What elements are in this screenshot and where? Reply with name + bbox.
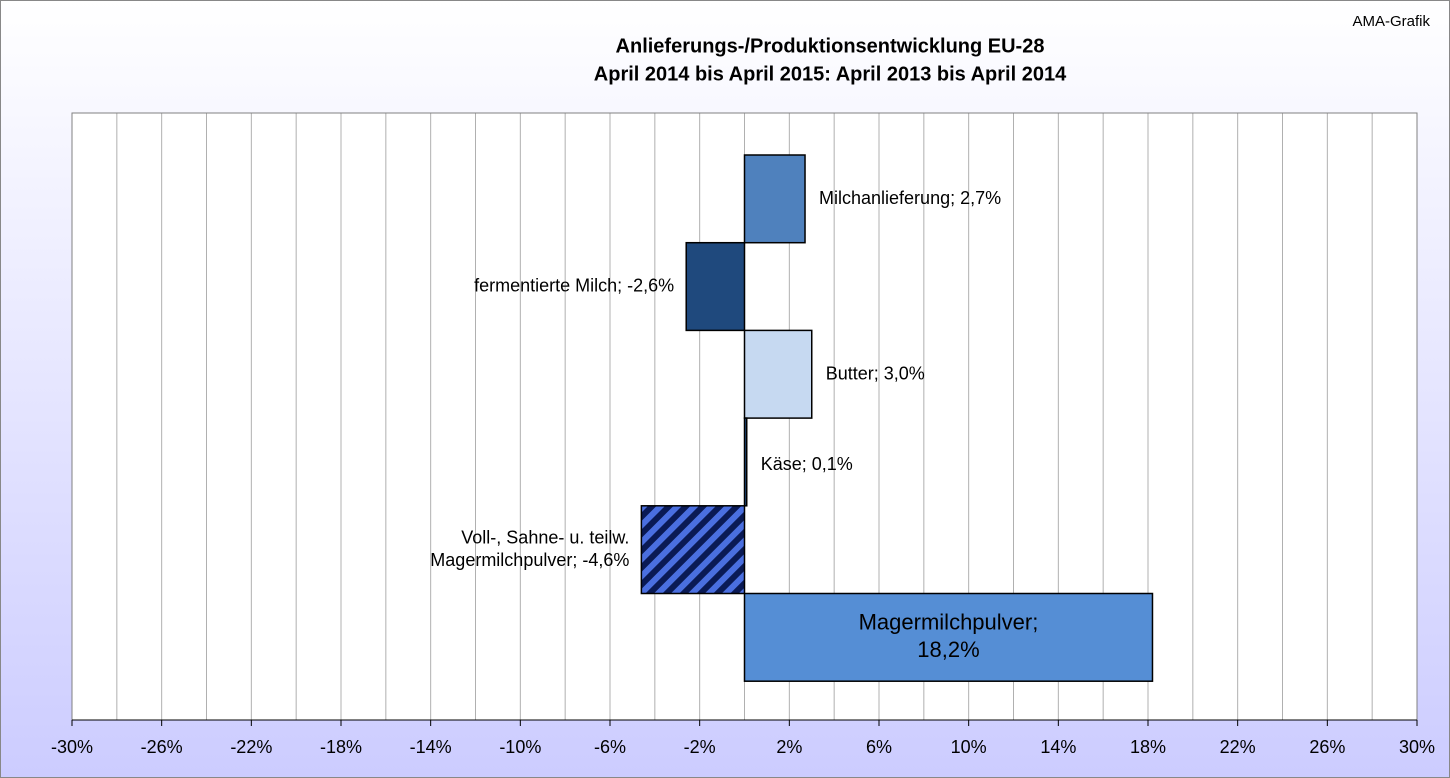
data-label: Käse; 0,1% xyxy=(761,454,853,474)
x-tick-label: -6% xyxy=(594,737,626,757)
x-tick-label: -18% xyxy=(320,737,362,757)
source: AMA-Grafik xyxy=(1352,13,1430,30)
bar xyxy=(743,592,1154,682)
data-label: Voll-, Sahne- u. teilw. Magermilchpulver;… xyxy=(430,527,629,570)
x-tick-label: 18% xyxy=(1130,737,1166,757)
bar xyxy=(685,241,746,332)
x-tick-label: -2% xyxy=(684,737,716,757)
x-tick-label: 22% xyxy=(1220,737,1256,757)
bar xyxy=(743,154,806,244)
x-tick-label: -10% xyxy=(499,737,541,757)
x-tick-label: -30% xyxy=(51,737,93,757)
data-label: Milchanlieferung; 2,7% xyxy=(819,188,1001,208)
bar xyxy=(640,505,746,595)
x-tick-label: -14% xyxy=(410,737,452,757)
x-tick-label: -26% xyxy=(141,737,183,757)
x-tick-label: -22% xyxy=(230,737,272,757)
x-tick-label: 6% xyxy=(866,737,892,757)
data-label: Butter; 3,0% xyxy=(826,363,925,383)
x-tick-label: 26% xyxy=(1309,737,1345,757)
bar xyxy=(743,329,813,419)
bars xyxy=(640,154,1154,682)
data-label: Magermilchpulver; 18,2% xyxy=(859,609,1039,662)
x-tick-label: 14% xyxy=(1040,737,1076,757)
x-tick-label: 30% xyxy=(1399,737,1435,757)
bar xyxy=(743,417,748,507)
chart-title: Anlieferungs-/Produktionsentwicklung EU-… xyxy=(616,35,1045,57)
data-label: fermentierte Milch; -2,6% xyxy=(474,275,674,295)
x-tick-label: 2% xyxy=(776,737,802,757)
x-tick-label: 10% xyxy=(951,737,987,757)
chart-subtitle: April 2014 bis April 2015: April 2013 bi… xyxy=(594,63,1067,85)
